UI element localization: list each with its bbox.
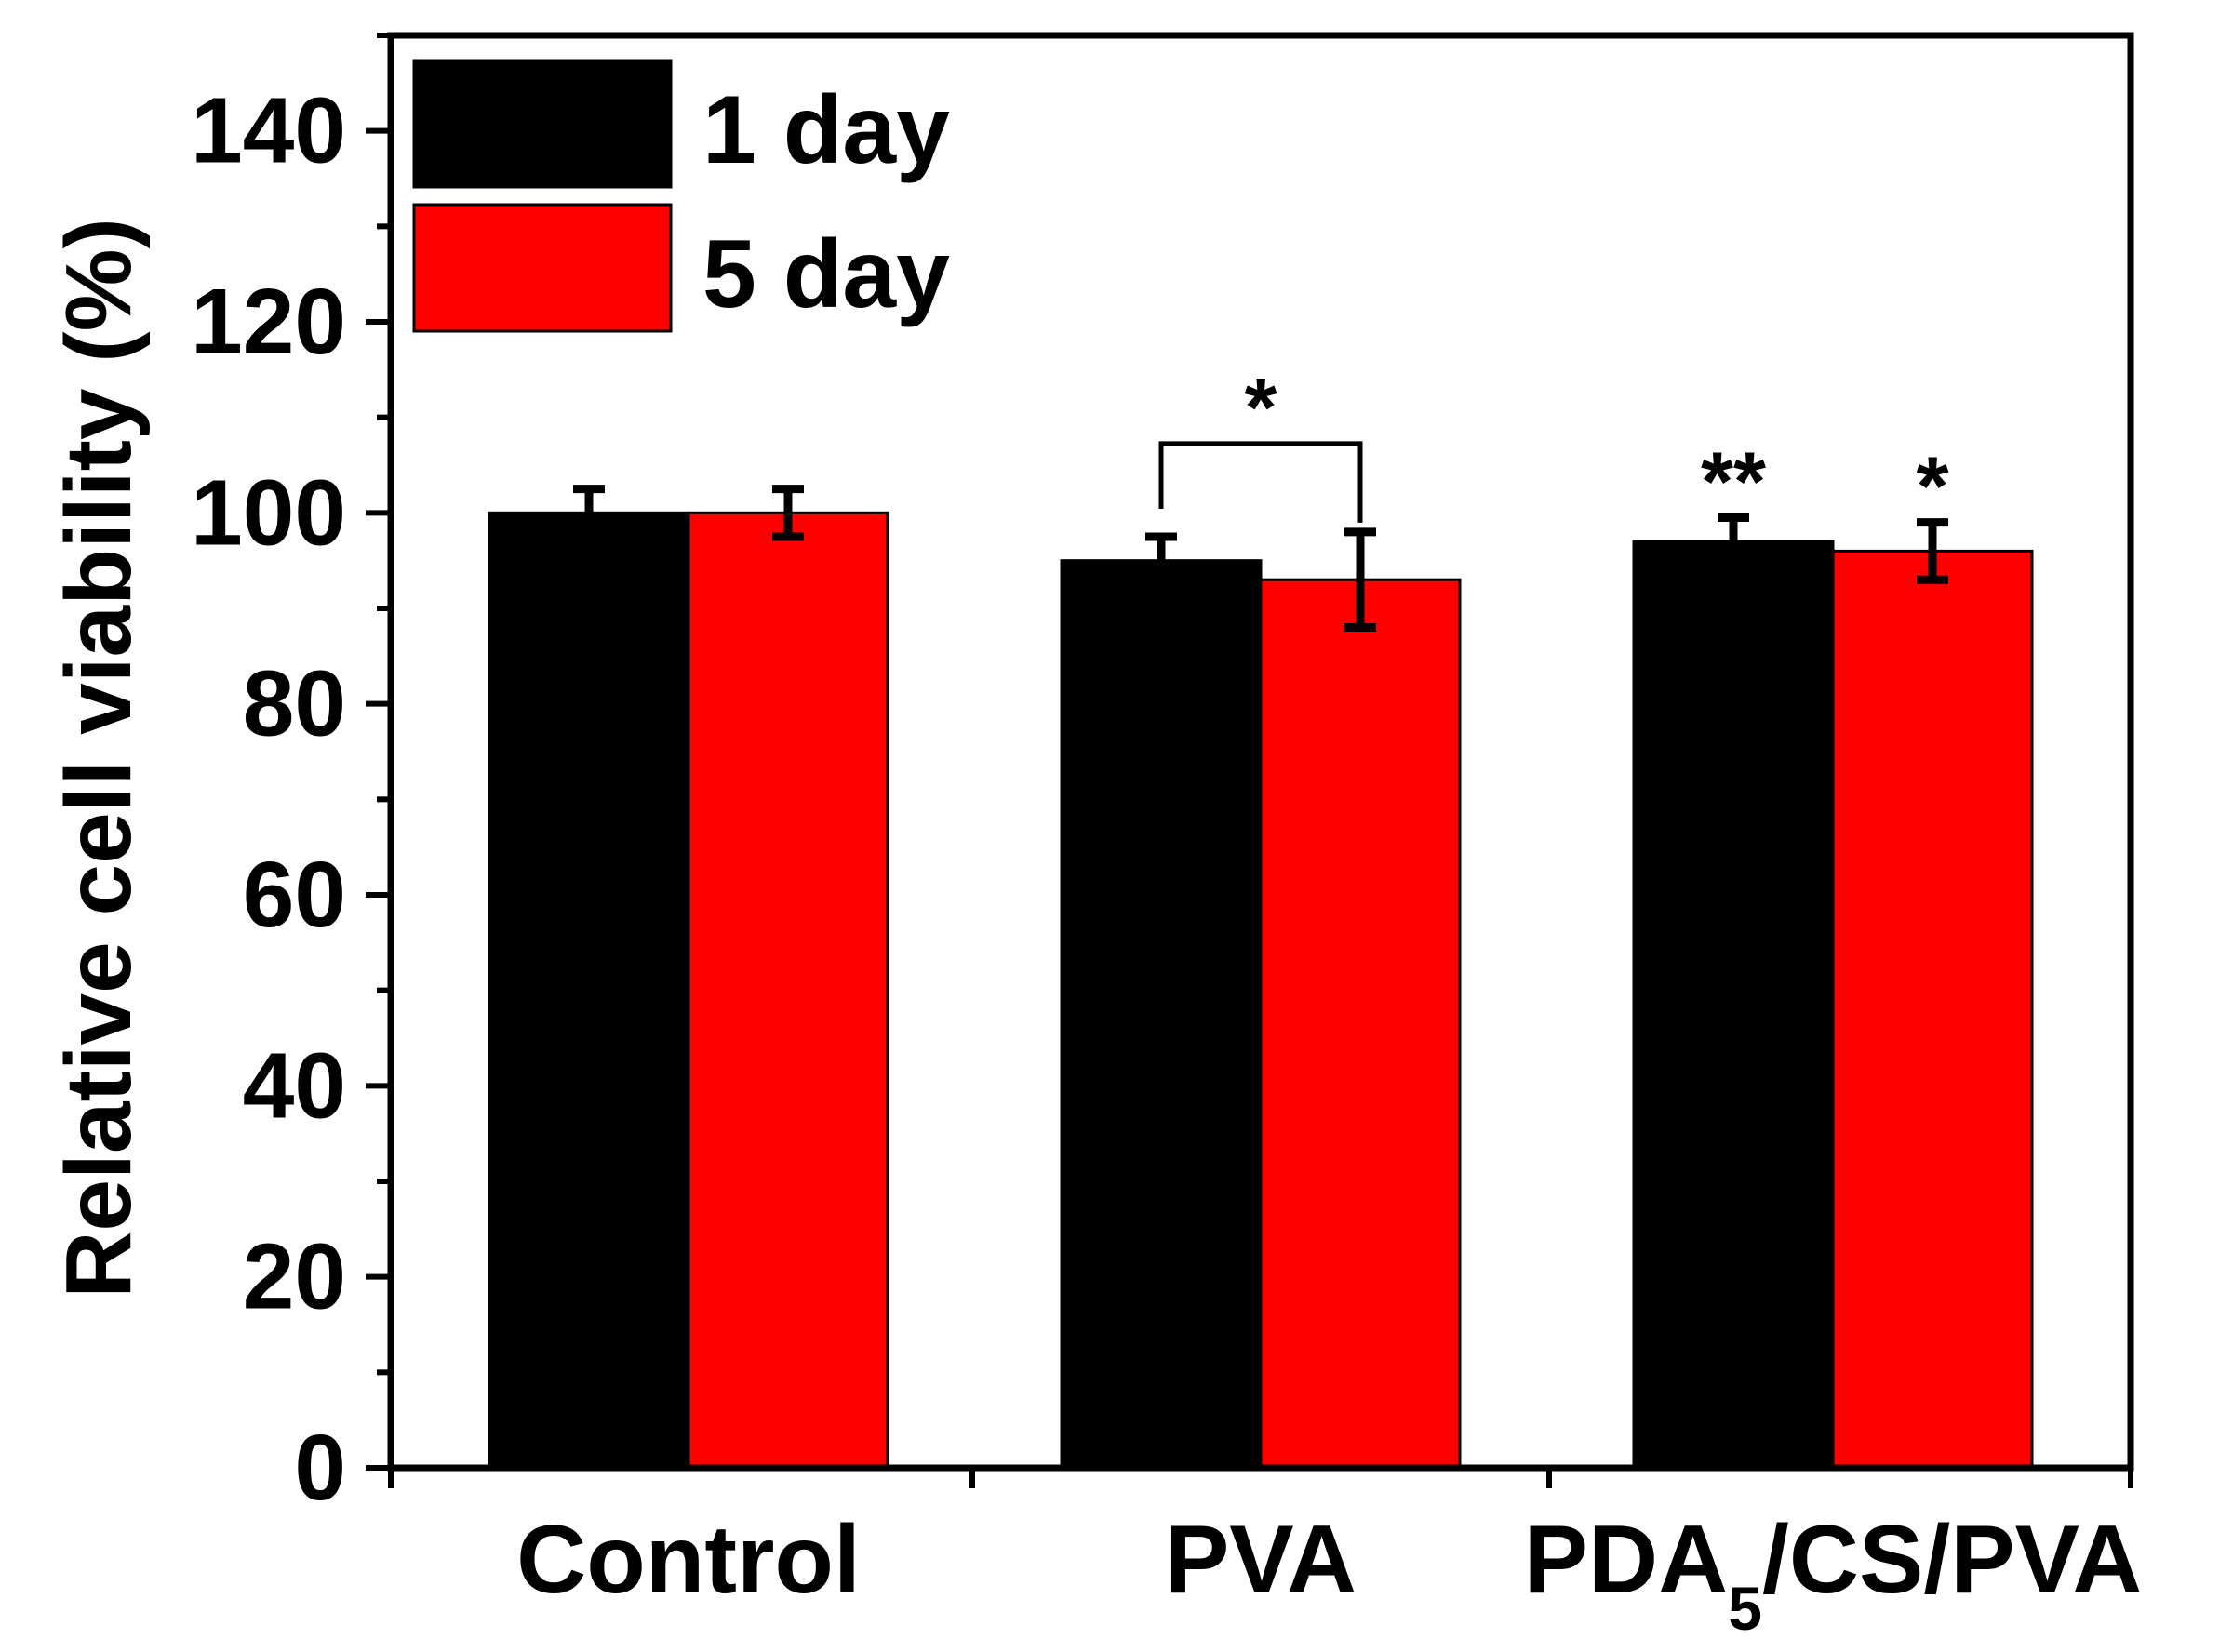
plot-frame	[387, 32, 2134, 1472]
x-tick-label: Control	[516, 1506, 861, 1614]
bar-1-day-2	[1632, 540, 1835, 1470]
bar-1-day-1	[1060, 559, 1263, 1470]
y-tick-label: 140	[191, 79, 346, 183]
y-tick-label: 20	[243, 1225, 346, 1329]
significance-marker: **	[1701, 435, 1766, 528]
y-tick-label: 100	[191, 460, 346, 565]
x-tick-label: PVA	[1165, 1506, 1357, 1614]
bar-1-day-0	[488, 511, 690, 1470]
legend: 1 day 5 day	[412, 59, 950, 333]
y-tick-label: 0	[294, 1416, 346, 1520]
significance-marker: *	[1244, 362, 1277, 455]
y-axis-label: Relative cell viability (%)	[47, 218, 151, 1299]
bar-5-day-1	[1259, 578, 1462, 1470]
bar-5-day-0	[687, 511, 889, 1470]
axis-ticks	[366, 33, 2133, 1488]
bar-5-day-2	[1831, 549, 2034, 1470]
y-tick-label: 80	[243, 652, 346, 756]
y-tick-label: 120	[191, 270, 346, 374]
x-tick-label: PDA5/CS/PVA	[1524, 1506, 2143, 1643]
y-tick-label: 60	[243, 843, 346, 947]
x-tick-labels: Control PVA PDA5/CS/PVA	[516, 1506, 2142, 1643]
legend-swatch	[412, 203, 673, 333]
significance-bracket	[1158, 441, 1363, 523]
significance-marker: *	[1916, 441, 1948, 534]
annotations-layer: *** *	[1158, 362, 1949, 534]
legend-swatch	[412, 59, 673, 189]
bars-layer	[488, 511, 2034, 1470]
y-tick-label: 40	[243, 1033, 346, 1138]
error-bars-layer	[573, 485, 1948, 633]
legend-label: 1 day	[702, 76, 950, 184]
y-tick-labels: 0 20 40 60 80 100 120 140	[191, 79, 346, 1520]
legend-label: 5 day	[702, 220, 950, 328]
